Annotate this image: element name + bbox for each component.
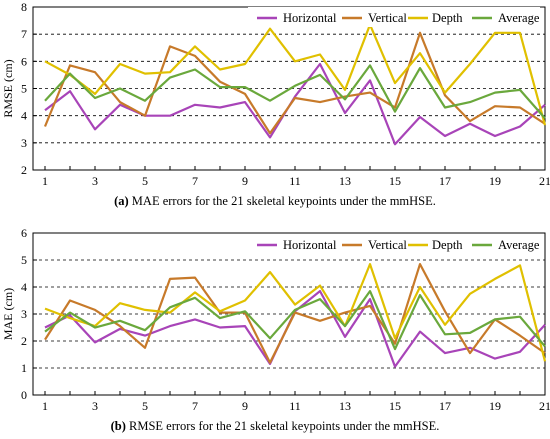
y-tick-label: 5 — [21, 253, 27, 267]
legend-background — [248, 234, 540, 254]
x-tick-label: 1 — [42, 399, 48, 413]
y-tick-label: 3 — [21, 136, 27, 150]
caption-text: MAE errors for the 21 skeletal keypoints… — [129, 194, 436, 208]
y-tick-label: 4 — [21, 109, 27, 123]
x-tick-label: 3 — [92, 399, 98, 413]
x-tick-label: 5 — [142, 399, 148, 413]
legend: Horizontal Vertical Depth Average — [248, 234, 540, 254]
chart-caption: (b) RMSE errors for the 21 skeletal keyp… — [111, 419, 440, 433]
x-tick-label: 13 — [339, 399, 351, 413]
caption-letter: (a) — [114, 194, 129, 208]
x-tick-label: 15 — [389, 399, 401, 413]
legend-entry-depth: Depth — [432, 11, 463, 25]
y-tick-label: 0 — [21, 388, 27, 402]
legend-entry-vertical: Vertical — [368, 238, 407, 252]
x-tick-label: 7 — [192, 399, 198, 413]
series-line-depth — [44, 23, 547, 126]
y-tick-label: 6 — [21, 54, 27, 68]
series-line-depth — [44, 263, 547, 362]
series-line-average — [44, 64, 546, 120]
y-tick-label: 2 — [21, 334, 27, 348]
legend-entry-depth: Depth — [432, 238, 463, 252]
legend-entry-horizontal: Horizontal — [283, 238, 337, 252]
x-tick-label: 17 — [439, 399, 451, 413]
x-tick-label: 13 — [339, 174, 351, 188]
legend-entry-average: Average — [498, 238, 540, 252]
y-tick-label: 4 — [21, 280, 27, 294]
x-tick-label: 17 — [439, 174, 451, 188]
series-line-horizontal — [44, 62, 546, 146]
y-tick-label: 3 — [21, 307, 27, 321]
y-tick-label: 5 — [21, 82, 27, 96]
y-tick-label: 6 — [21, 226, 27, 240]
y-tick-label: 7 — [21, 27, 27, 41]
x-tick-label: 21 — [539, 174, 550, 188]
legend-entry-horizontal: Horizontal — [283, 11, 337, 25]
x-tick-label: 11 — [289, 174, 301, 188]
x-tick-label: 15 — [389, 174, 401, 188]
y-axis-label: MAE (cm) — [1, 288, 15, 340]
series-line-vertical — [43, 31, 546, 135]
legend-background — [248, 7, 540, 27]
x-tick-label: 19 — [489, 174, 501, 188]
x-tick-label: 3 — [92, 174, 98, 188]
x-tick-label: 11 — [289, 399, 301, 413]
series-line-average — [44, 290, 546, 351]
x-tick-label: 9 — [242, 174, 248, 188]
y-axis-label: RMSE (cm) — [1, 59, 15, 117]
y-tick-label: 1 — [21, 361, 27, 375]
x-tick-label: 9 — [242, 399, 248, 413]
chart-caption: (a) MAE errors for the 21 skeletal keypo… — [114, 194, 436, 208]
y-tick-label: 8 — [21, 0, 27, 14]
x-tick-label: 1 — [42, 174, 48, 188]
x-tick-label: 19 — [489, 399, 501, 413]
legend-entry-average: Average — [498, 11, 540, 25]
x-tick-label: 5 — [142, 174, 148, 188]
legend-entry-vertical: Vertical — [368, 11, 407, 25]
legend: Horizontal Vertical Depth Average — [248, 7, 540, 27]
y-tick-label: 2 — [21, 163, 27, 177]
caption-text: RMSE errors for the 21 skeletal keypoint… — [126, 419, 440, 433]
x-tick-label: 21 — [539, 399, 550, 413]
series-line-vertical — [44, 263, 546, 364]
x-tick-label: 7 — [192, 174, 198, 188]
caption-letter: (b) — [111, 419, 126, 433]
